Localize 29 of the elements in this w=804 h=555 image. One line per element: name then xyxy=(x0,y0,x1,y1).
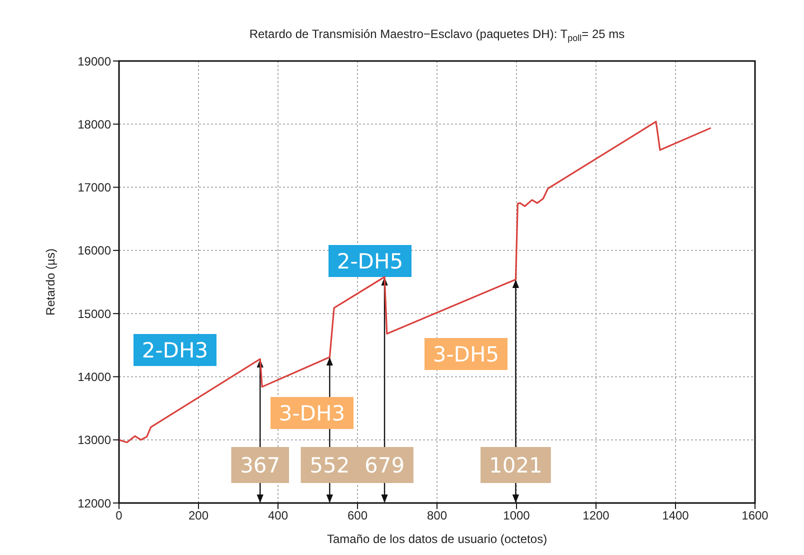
line-series xyxy=(119,120,712,444)
annotation: 552 xyxy=(310,454,350,478)
x-tick-label: 1600 xyxy=(742,508,769,523)
annotation: 1021 xyxy=(488,454,542,478)
y-tick-label: 18000 xyxy=(78,117,112,132)
x-tick-label: 0 xyxy=(116,508,123,523)
annotation: 679 xyxy=(364,454,405,478)
x-tick-label: 1200 xyxy=(582,508,610,523)
y-tick-label: 15000 xyxy=(78,306,112,321)
x-tick-label: 1400 xyxy=(662,508,690,523)
y-tick-label: 19000 xyxy=(78,54,112,68)
x-tick-label: 600 xyxy=(347,508,368,523)
y-tick-label: 12000 xyxy=(78,496,112,510)
x-tick-label: 400 xyxy=(268,508,288,523)
annotation: 2-DH5 xyxy=(336,250,404,274)
annotation: 367 xyxy=(240,454,280,478)
x-axis-title: Tamaño de los datos de usuario (octetos) xyxy=(326,532,548,546)
x-tick-label: 200 xyxy=(188,508,209,523)
y-axis-title: Retardo (µs) xyxy=(43,248,58,316)
y-tick-label: 14000 xyxy=(78,370,112,384)
annotation: 3-DH5 xyxy=(432,342,500,367)
annotation: 3-DH3 xyxy=(278,402,346,426)
x-tick-label: 800 xyxy=(426,508,448,523)
y-tick-label: 17000 xyxy=(78,180,112,195)
x-tick-label: 1000 xyxy=(503,508,530,523)
annotation: 2-DH3 xyxy=(142,338,208,363)
chart-title: Retardo de Transmisión Maestro−Esclavo (paquetes DH): T$_{poll}$= 25 ms xyxy=(249,27,625,43)
y-tick-label: 13000 xyxy=(78,433,112,448)
y-tick-label: 16000 xyxy=(78,244,112,258)
